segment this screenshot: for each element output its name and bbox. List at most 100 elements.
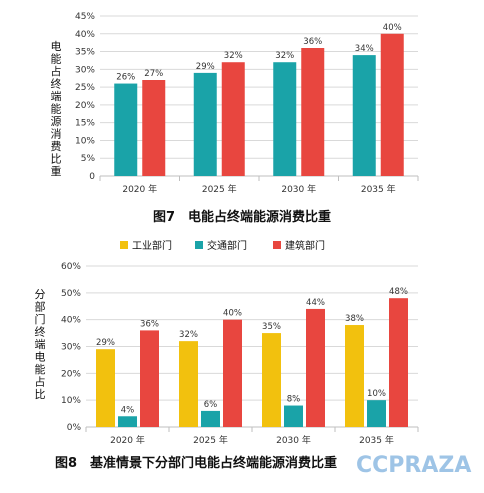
chart-sector-electricity-share: 工业部门 交通部门 建筑部门 29% 4% 36% 32% 6% 40% 35% 8% 44% 38%… — [35, 239, 419, 471]
chart1-bar — [142, 80, 166, 176]
chart1-y-axis-label-char: 比 — [51, 153, 62, 166]
chart2-bar — [262, 333, 281, 427]
chart1-y-tick-label: 30% — [75, 65, 95, 75]
chart2-y-tick-label: 40% — [61, 316, 81, 326]
chart1-y-tick-label: 40% — [75, 30, 95, 40]
chart2-y-tick-label: 60% — [61, 262, 81, 272]
chart2-x-ticks: 2020 年 2025 年 2030 年 2035 年 — [110, 434, 394, 446]
chart1-caption: 图7 电能占终端能源消费比重 — [153, 209, 331, 225]
chart2-bar — [389, 298, 408, 427]
chart2-data-label: 32% — [179, 330, 198, 340]
chart2-y-tick-label: 30% — [61, 343, 81, 353]
chart2-y-axis-label-char: 比 — [35, 388, 46, 401]
chart1-x-tick-label: 2020 年 — [122, 183, 157, 195]
legend-label: 交通部门 — [207, 239, 247, 252]
chart1-y-tick-label: 10% — [75, 136, 95, 146]
chart1-y-axis-label-char: 终 — [51, 77, 62, 91]
chart1-y-axis-label-char: 费 — [51, 140, 62, 153]
chart1-y-ticks: 0 5% 10% 15% 20% 25% 30% 35% 40% 45% — [75, 12, 95, 182]
chart1-data-label: 32% — [224, 51, 243, 61]
chart2-caption: 图8 基准情景下分部门电能占终端能源消费比重 — [55, 455, 337, 471]
chart2-bar — [345, 325, 364, 427]
chart1-y-axis-label: 电能占终端能源消费比重 — [51, 40, 62, 178]
chart1-x-tick-label: 2030 年 — [281, 183, 316, 195]
chart2-y-tick-label: 10% — [61, 396, 81, 406]
watermark-logo: CCPRAZA — [356, 453, 471, 478]
chart2-data-label: 29% — [96, 338, 115, 348]
chart2-y-axis-label-char: 部 — [35, 300, 46, 314]
chart1-data-label: 40% — [383, 23, 402, 33]
chart1-x-tick-label: 2025 年 — [202, 183, 237, 195]
chart2-y-axis-label-char: 电 — [35, 351, 46, 364]
chart2-data-label: 36% — [140, 319, 159, 329]
chart2-data-label: 8% — [287, 395, 301, 405]
chart2-bar — [179, 341, 198, 427]
chart1-x-ticks: 2020 年 2025 年 2030 年 2035 年 — [122, 183, 395, 195]
chart1-y-axis-label-char: 源 — [51, 114, 62, 128]
chart1-y-axis-label-char: 能 — [51, 102, 62, 116]
chart2-x-tick-label: 2030 年 — [276, 434, 311, 446]
chart1-bar — [352, 55, 376, 176]
chart2-y-axis-label-char: 占 — [35, 375, 46, 389]
chart1-bars: 26% 27% 29% 32% 32% 36% 34% 40% — [114, 23, 404, 177]
chart1-x-tick-label: 2035 年 — [361, 183, 396, 195]
chart1-data-label: 27% — [144, 69, 163, 79]
chart1-bar — [273, 62, 297, 176]
chart2-y-axis-label-char: 分 — [35, 288, 46, 301]
chart2-bar — [284, 405, 303, 427]
chart1-y-axis-label-char: 消 — [51, 127, 62, 141]
chart2-bar — [118, 416, 137, 427]
chart2-data-label: 35% — [262, 322, 281, 332]
chart2-data-label: 4% — [121, 405, 135, 415]
chart1-y-tick-label: 0 — [89, 172, 95, 182]
chart1-bar — [380, 33, 404, 177]
chart2-y-tick-label: 50% — [61, 289, 81, 299]
chart1-data-label: 29% — [196, 62, 215, 72]
chart1-y-tick-label: 25% — [75, 83, 95, 93]
chart1-data-label: 34% — [355, 44, 374, 54]
chart2-bars: 29% 4% 36% 32% 6% 40% 35% 8% 44% 38% 10% 48% — [96, 287, 408, 427]
chart1-y-tick-label: 45% — [75, 12, 95, 22]
chart1-data-label: 32% — [275, 51, 294, 61]
legend-swatch — [273, 241, 281, 249]
chart1-y-axis-label-char: 端 — [51, 90, 62, 103]
chart2-bar — [306, 308, 325, 427]
chart-electricity-share: 26% 27% 29% 32% 32% 36% 34% 40% 0 5% 10% 15% 20% 25%… — [51, 12, 419, 225]
chart2-y-axis-label-char: 能 — [35, 362, 46, 376]
chart2-bar — [223, 319, 242, 427]
chart1-y-axis-label-char: 电 — [51, 40, 62, 53]
chart1-data-label: 26% — [116, 73, 135, 83]
chart1-bar — [221, 62, 245, 176]
chart2-y-tick-label: 20% — [61, 369, 81, 379]
chart2-y-axis-label-char: 端 — [35, 338, 46, 351]
chart1-y-tick-label: 5% — [81, 154, 96, 164]
chart2-bar — [96, 349, 115, 427]
legend-swatch — [195, 241, 203, 249]
chart2-x-tick-label: 2020 年 — [110, 434, 145, 446]
chart2-legend: 工业部门 交通部门 建筑部门 — [120, 239, 325, 252]
chart2-bar — [367, 400, 386, 427]
legend-label: 工业部门 — [132, 239, 172, 252]
chart1-bar — [301, 48, 325, 176]
chart2-data-label: 44% — [306, 298, 325, 308]
chart2-y-axis-label-char: 门 — [35, 312, 46, 326]
chart2-data-label: 6% — [204, 400, 218, 410]
chart2-x-tick-label: 2025 年 — [193, 434, 228, 446]
chart1-y-tick-label: 15% — [75, 119, 95, 129]
chart2-y-axis-label-char: 终 — [35, 325, 46, 339]
chart2-bar — [140, 330, 159, 427]
chart1-y-tick-label: 35% — [75, 48, 95, 58]
chart2-data-label: 38% — [345, 314, 364, 324]
chart1-y-axis-label-char: 重 — [51, 164, 62, 178]
chart1-y-axis-label-char: 占 — [51, 64, 62, 78]
chart2-bar — [201, 410, 220, 427]
chart2-y-ticks: 0% 10% 20% 30% 40% 50% 60% — [61, 262, 81, 433]
chart2-y-tick-label: 0% — [67, 423, 82, 433]
chart1-y-axis-label-char: 能 — [51, 52, 62, 66]
chart1-bar — [193, 72, 217, 176]
chart2-data-label: 10% — [367, 389, 386, 399]
chart1-data-label: 36% — [303, 37, 322, 47]
chart2-data-label: 40% — [223, 309, 242, 319]
